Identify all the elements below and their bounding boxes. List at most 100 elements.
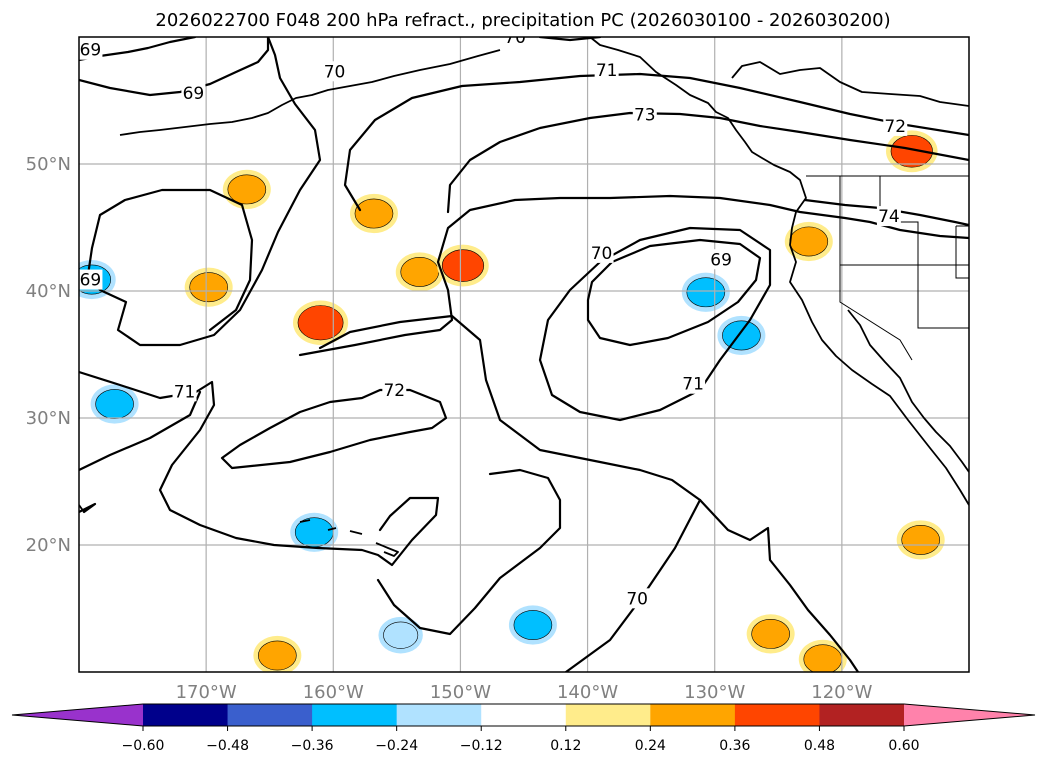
contour-label-bg [322, 61, 347, 82]
contour-label-text: 73 [634, 105, 656, 125]
contour-70-northeast [538, 37, 602, 42]
contour-label: 72 [883, 115, 908, 137]
inland-coastline [731, 61, 969, 107]
contour-label: 69 [79, 39, 103, 61]
lon-tick-label: 120°W [811, 682, 872, 703]
contour-71-south [79, 390, 202, 472]
contour-70-south [79, 502, 97, 514]
colorbar-tick-label: 0.60 [888, 738, 919, 754]
colorbar: −0.60 −0.48 −0.36 −0.24 −0.12 0.12 0.24 0.36 0.4… [11, 703, 1036, 754]
precip-region [253, 635, 302, 672]
precip-core [297, 305, 344, 341]
contour-label-text: 69 [80, 41, 102, 61]
colorbar-tick-label: −0.36 [291, 738, 334, 754]
precip-region [681, 272, 730, 312]
precip-core [95, 389, 134, 419]
contour-label-bg [625, 588, 650, 609]
state-border-3 [955, 225, 969, 279]
colorbar-extend-high [904, 704, 1035, 726]
colorbar-bin [143, 704, 229, 726]
contour-label-bg [172, 381, 197, 402]
aleutian-islands [119, 49, 501, 136]
precip-region [222, 169, 271, 209]
precip-core [789, 226, 829, 257]
precip-region [896, 520, 945, 560]
contour-label-bg [594, 60, 619, 81]
contour-label-bg [589, 242, 614, 263]
contour-label: 73 [632, 104, 657, 125]
colorbar-bin [227, 704, 313, 726]
lon-tick-label: 150°W [430, 682, 491, 703]
contour-label-text: 72 [383, 381, 405, 401]
contour-label-bg [709, 249, 734, 270]
contour-70-low [586, 238, 762, 347]
contour-label: 70 [589, 242, 614, 264]
contour-label: 71 [594, 60, 619, 81]
precip-core [441, 249, 485, 282]
precip-core [227, 174, 267, 205]
precip-region [184, 267, 233, 307]
colorbar-tick-label: 0.48 [804, 738, 835, 754]
lon-tick-label: 140°W [557, 682, 618, 703]
contour-label: 69 [181, 82, 206, 104]
precip-core [803, 644, 843, 672]
colorbar-bin [396, 704, 482, 726]
colorbar-bin [819, 704, 905, 726]
contour-label-text: 74 [878, 207, 900, 227]
precip-region [292, 300, 349, 345]
precip-region [395, 252, 444, 292]
contour-label-text: 70 [591, 244, 613, 264]
contour-label-text: 71 [596, 61, 618, 81]
contour-label-bg [79, 39, 103, 60]
contour-label: 70 [503, 28, 528, 48]
contour-72-trough [298, 194, 969, 357]
contour-label: 71 [681, 373, 706, 395]
ca-nv-border [839, 265, 913, 361]
contour-71-low [538, 226, 772, 422]
contour-label-text: 70 [626, 589, 648, 609]
contour-label: 69 [709, 249, 734, 270]
contour-label-bg [382, 380, 407, 401]
precip-region [349, 193, 398, 234]
contour-label: 72 [382, 380, 407, 401]
precip-core [890, 135, 933, 168]
contour-label-bg [79, 269, 103, 290]
hawaii-islands [299, 519, 399, 557]
precip-core [686, 277, 726, 308]
contour-label-text: 69 [710, 250, 732, 270]
contour-label-bg [181, 82, 206, 103]
lat-tick-label: 40°N [26, 281, 71, 302]
colorbar-tick-label: −0.12 [460, 738, 503, 754]
colorbar-extend-low [12, 704, 143, 726]
lon-tick-label: 170°W [176, 682, 237, 703]
precip-core [400, 257, 440, 287]
contour-70-subtropical [376, 468, 562, 636]
contour-label-bg [632, 104, 657, 125]
precip-region [508, 605, 557, 645]
colorbar-tick-label: 0.12 [550, 738, 581, 754]
map-background [79, 37, 969, 672]
contour-label-text: 72 [884, 117, 906, 137]
contour-69-northwest-band [79, 37, 270, 97]
contour-72-cutoff [220, 388, 448, 470]
gridlines [79, 37, 969, 672]
lat-tick-label: 20°N [26, 535, 71, 556]
colorbar-bin [650, 704, 736, 726]
precip-region [885, 130, 938, 173]
map-frame [78, 36, 970, 673]
contour-70-north-arc [86, 37, 322, 347]
contour-label-bg [883, 115, 908, 136]
contour-label-text: 71 [174, 382, 196, 402]
contour-label-text: 70 [504, 28, 526, 48]
colorbar-tick-label: 0.24 [635, 738, 666, 754]
precip-region [798, 639, 847, 672]
precip-core [901, 525, 940, 555]
colorbar-bin [312, 704, 398, 726]
precip-core [751, 619, 790, 649]
map-panel: 69 70 69 70 71 73 72 74 70 69 69 71 72 71 70 [78, 28, 970, 673]
refractivity-contours [79, 37, 969, 672]
precip-core [383, 621, 419, 649]
contour-label: 71 [172, 381, 197, 402]
precip-region [717, 315, 766, 356]
